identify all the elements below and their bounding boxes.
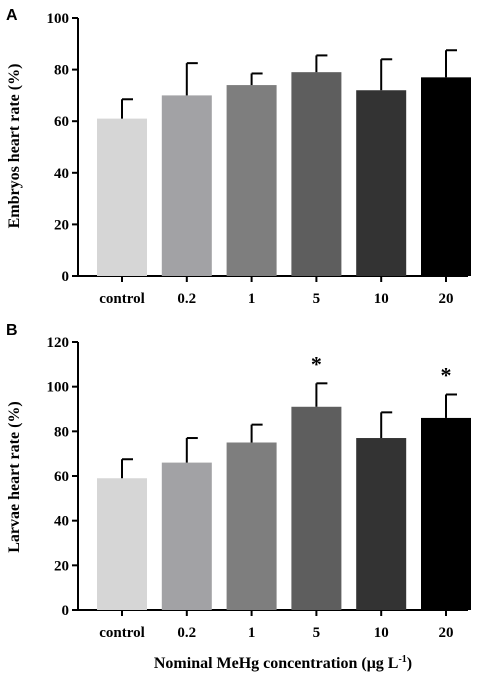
panel-a-y-tick-label: 100 — [47, 11, 70, 27]
panel-b-y-tick-label: 100 — [47, 380, 70, 396]
panel-a-x-tick-label-4: 10 — [374, 291, 389, 307]
x-axis-title-superscript: -1 — [398, 654, 406, 665]
panel-b-x-tick-label-0: control — [99, 625, 145, 641]
panel-a-y-tick-label: 20 — [54, 217, 69, 233]
panel-b-bar-4 — [356, 438, 407, 610]
panel-a-chart: A Embryos heart rate (%) 0 20 40 60 80 100 co… — [6, 7, 471, 307]
panel-b-bar-2 — [226, 442, 277, 610]
panel-a-y-tick-label: 40 — [54, 166, 69, 182]
panel-b-y-tick-label: 0 — [62, 603, 70, 619]
panel-b-x-ticks: control 0.2 1 5 10 20 — [99, 610, 454, 641]
panel-a-y-tick-label: 80 — [54, 63, 69, 79]
panel-b-x-tick-label-4: 10 — [374, 625, 389, 641]
panel-b-x-tick-label-5: 20 — [439, 625, 454, 641]
panel-a-error-bars — [121, 49, 457, 119]
panel-a-y-axis-label: Embryos heart rate (%) — [6, 64, 23, 229]
x-axis-title: Nominal MeHg concentration (μg L-1) — [154, 654, 412, 672]
panel-b-bar-5 — [421, 417, 471, 610]
panel-b-chart: B Larvae heart rate (%) 020406080100120 … — [6, 322, 471, 672]
panel-b-y-tick-label: 80 — [54, 424, 69, 440]
panel-b-y-ticks: 0 20 40 60 80 100 120 — [47, 335, 78, 619]
panel-a-y-ticks: 0 20 40 60 80 100 — [47, 11, 78, 285]
panel-b-error-bars — [121, 382, 457, 479]
panel-a-y-tick-label: 60 — [54, 114, 69, 130]
panel-b-y-tick-label: 20 — [54, 558, 69, 574]
panel-a-x-ticks: control 0.2 1 5 10 20 — [99, 276, 454, 307]
panel-b-y-tick-label: 60 — [54, 469, 69, 485]
panel-b-y-tick-label: 120 — [47, 335, 70, 351]
panel-a-y-tick-label: 0 — [62, 269, 70, 285]
panel-b-significance-marker-5: * — [441, 362, 452, 387]
panel-b-significance-markers: * * — [311, 351, 452, 387]
panel-a-x-tick-label-5: 20 — [439, 291, 454, 307]
panel-a-bar-4 — [356, 90, 407, 277]
panel-a-bar-3 — [291, 72, 342, 277]
panel-a-x-tick-label-3: 5 — [313, 291, 321, 307]
panel-b-label: B — [6, 322, 18, 339]
panel-a-x-tick-label-2: 1 — [248, 291, 256, 307]
panel-b-y-axis-label: Larvae heart rate (%) — [6, 401, 23, 553]
panel-a-x-tick-label-0: control — [99, 291, 145, 307]
panel-b-x-tick-label-1: 0.2 — [177, 625, 196, 641]
panel-b-bar-3 — [291, 406, 342, 610]
panel-a-bar-0 — [97, 118, 147, 277]
panel-a-label: A — [6, 7, 18, 24]
panel-b-bar-0 — [97, 478, 147, 610]
panel-b-y-tick-label: 40 — [54, 514, 69, 530]
panel-a-bar-2 — [226, 85, 277, 276]
panel-b-significance-marker-3: * — [311, 351, 322, 376]
panel-b-x-tick-label-2: 1 — [248, 625, 256, 641]
panel-a-bars — [97, 72, 471, 277]
panel-a-bar-1 — [161, 95, 212, 277]
panel-b-x-tick-label-3: 5 — [313, 625, 321, 641]
x-axis-title-suffix: ) — [407, 655, 412, 672]
panel-a-x-tick-label-1: 0.2 — [177, 291, 196, 307]
panel-a-bar-5 — [421, 77, 471, 276]
x-axis-title-main: Nominal MeHg concentration (μg L — [154, 655, 399, 672]
panel-b-bar-1 — [161, 462, 212, 610]
panel-b-bars — [97, 406, 471, 610]
